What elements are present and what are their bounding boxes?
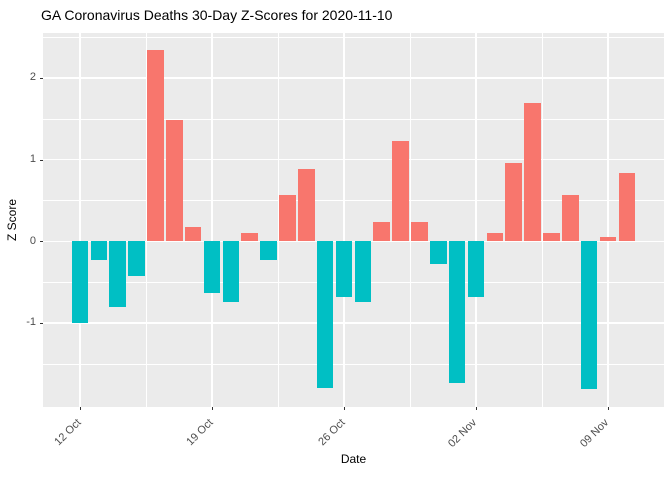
gridline-major xyxy=(475,33,477,407)
bar-22-oct xyxy=(260,241,277,260)
bar-13-oct xyxy=(90,241,108,260)
bar-04-nov xyxy=(505,162,522,242)
gridline-major xyxy=(343,33,345,407)
bar-24-oct xyxy=(297,168,315,242)
x-tick-mark xyxy=(80,407,81,410)
bar-01-nov xyxy=(448,241,466,384)
plot-panel xyxy=(43,33,664,407)
y-tick-label: 0 xyxy=(29,234,36,247)
bar-31-oct xyxy=(429,241,447,265)
y-tick-mark xyxy=(40,77,43,79)
y-tick-label: 1 xyxy=(29,153,36,166)
bar-28-oct xyxy=(373,222,390,242)
gridline-minor xyxy=(43,282,664,283)
bar-16-oct xyxy=(147,50,164,242)
bar-18-oct xyxy=(184,227,202,242)
gridline-minor xyxy=(277,33,279,407)
bar-05-nov xyxy=(524,103,541,242)
bar-30-oct xyxy=(411,222,428,242)
x-tick-mark xyxy=(343,407,345,410)
x-tick-label-text: 09 Nov xyxy=(578,416,612,450)
gridline-major xyxy=(43,77,664,79)
bar-17-oct xyxy=(165,119,183,242)
y-tick-label: 2 xyxy=(29,71,36,84)
gridline-minor xyxy=(43,37,664,38)
bar-12-oct xyxy=(71,241,89,323)
gridline-minor xyxy=(43,200,664,202)
x-tick-mark xyxy=(607,407,609,410)
x-tick-mark xyxy=(211,407,213,410)
bar-08-nov xyxy=(580,241,598,390)
gridline-minor xyxy=(409,33,411,407)
gridline-major xyxy=(43,158,664,161)
x-axis-title: Date xyxy=(340,452,367,466)
y-tick-mark xyxy=(40,241,43,243)
y-tick-mark xyxy=(40,322,43,324)
bar-14-oct xyxy=(109,241,126,308)
x-tick-label-text: 12 Oct xyxy=(51,416,84,449)
gridline-minor xyxy=(43,118,664,120)
bar-20-oct xyxy=(222,241,240,303)
gridline-major xyxy=(79,33,81,407)
bar-10-nov xyxy=(618,173,636,242)
bar-02-nov xyxy=(467,241,485,297)
gridline-major xyxy=(607,33,609,407)
gridline-major xyxy=(211,33,213,407)
y-tick-mark xyxy=(40,159,43,161)
bar-29-oct xyxy=(392,140,409,242)
gridline-major xyxy=(43,240,664,242)
bar-27-oct xyxy=(354,241,372,303)
bar-19-oct xyxy=(203,241,221,293)
bar-23-oct xyxy=(279,194,296,242)
gridline-minor xyxy=(43,363,664,365)
y-axis-title: Z Score xyxy=(5,199,19,242)
bar-03-nov xyxy=(486,233,504,242)
bar-26-oct xyxy=(335,241,353,297)
y-tick-label: -1 xyxy=(26,316,36,329)
gridline-minor xyxy=(145,33,147,407)
bar-09-nov xyxy=(599,237,617,242)
x-tick-label-text: 26 Oct xyxy=(315,416,348,449)
gridline-minor xyxy=(541,33,543,407)
bar-25-oct xyxy=(316,241,334,389)
x-tick-label-text: 02 Nov xyxy=(446,416,480,450)
gridline-major xyxy=(43,322,664,324)
bar-15-oct xyxy=(128,241,145,276)
x-tick-mark xyxy=(475,407,477,410)
chart-title: GA Coronavirus Deaths 30-Day Z-Scores fo… xyxy=(41,7,393,23)
x-tick-label-text: 19 Oct xyxy=(183,416,216,449)
bar-06-nov xyxy=(543,233,560,242)
bar-07-nov xyxy=(561,194,579,242)
bar-21-oct xyxy=(241,233,258,242)
